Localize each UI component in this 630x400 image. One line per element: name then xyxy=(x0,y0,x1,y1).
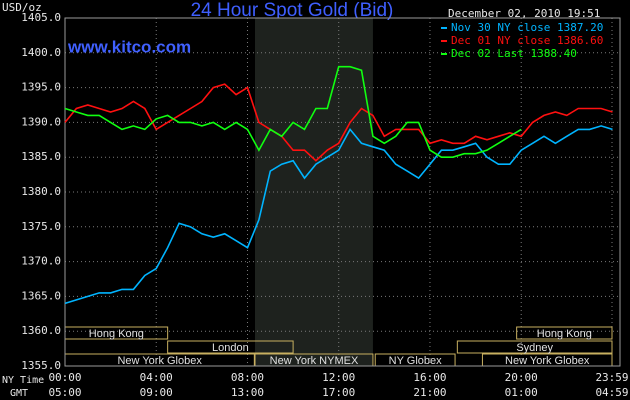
x2-tick-label: 13:00 xyxy=(231,386,264,399)
y-tick-label: 1380.0 xyxy=(21,185,61,198)
x-tick-label: 16:00 xyxy=(413,371,446,384)
session-label: Hong Kong xyxy=(89,328,144,340)
series-line xyxy=(64,83,613,162)
x2-tick-label: 21:00 xyxy=(413,386,446,399)
x-tick-label: 04:00 xyxy=(140,371,173,384)
session-label: Sydney xyxy=(516,342,553,354)
y-axis-label: USD/oz xyxy=(2,1,42,14)
y-tick-label: 1365.0 xyxy=(21,289,61,302)
session-box xyxy=(516,326,613,340)
x2-tick-label: 09:00 xyxy=(140,386,173,399)
x-row-label: NY Time xyxy=(2,375,44,386)
x-row-label: GMT xyxy=(10,388,28,399)
session-label: New York Globex xyxy=(505,355,590,367)
y-tick-label: 1370.0 xyxy=(21,255,61,268)
site-label: www.kitco.com xyxy=(67,37,191,56)
x2-tick-label: 17:00 xyxy=(322,386,355,399)
x2-tick-label: 04:59 xyxy=(595,386,628,399)
legend-label: Nov 30 NY close 1387.20 xyxy=(451,21,603,34)
x-tick-label: 23:59 xyxy=(595,371,628,384)
y-tick-label: 1360.0 xyxy=(21,324,61,337)
legend-label: Dec 01 NY close 1386.60 xyxy=(451,34,603,47)
series-line xyxy=(64,125,613,305)
y-tick-label: 1400.0 xyxy=(21,46,61,59)
session-label: NY Globex xyxy=(389,355,442,367)
series-line xyxy=(64,65,522,158)
y-tick-label: 1385.0 xyxy=(21,150,61,163)
plot-frame xyxy=(64,17,621,367)
x-tick-label: 00:00 xyxy=(48,371,81,384)
session-label: Hong Kong xyxy=(537,328,592,340)
session-label: New York NYMEX xyxy=(270,355,359,367)
x2-tick-label: 05:00 xyxy=(48,386,81,399)
y-tick-label: 1395.0 xyxy=(21,81,61,94)
y-tick-label: 1405.0 xyxy=(21,11,61,24)
session-label: London xyxy=(212,342,249,354)
session-box xyxy=(456,340,613,354)
y-tick-label: 1355.0 xyxy=(21,359,61,372)
legend-label: Dec 02 Last 1388.40 xyxy=(451,47,577,60)
chart-title: 24 Hour Spot Gold (Bid) xyxy=(191,0,394,21)
y-tick-label: 1390.0 xyxy=(21,115,61,128)
x-tick-label: 20:00 xyxy=(505,371,538,384)
x-tick-label: 08:00 xyxy=(231,371,264,384)
x2-tick-label: 01:00 xyxy=(505,386,538,399)
x-tick-label: 12:00 xyxy=(322,371,355,384)
y-tick-label: 1375.0 xyxy=(21,220,61,233)
session-label: New York Globex xyxy=(117,355,202,367)
session-box xyxy=(167,340,294,354)
timestamp: December 02, 2010 19:51 xyxy=(448,7,600,20)
